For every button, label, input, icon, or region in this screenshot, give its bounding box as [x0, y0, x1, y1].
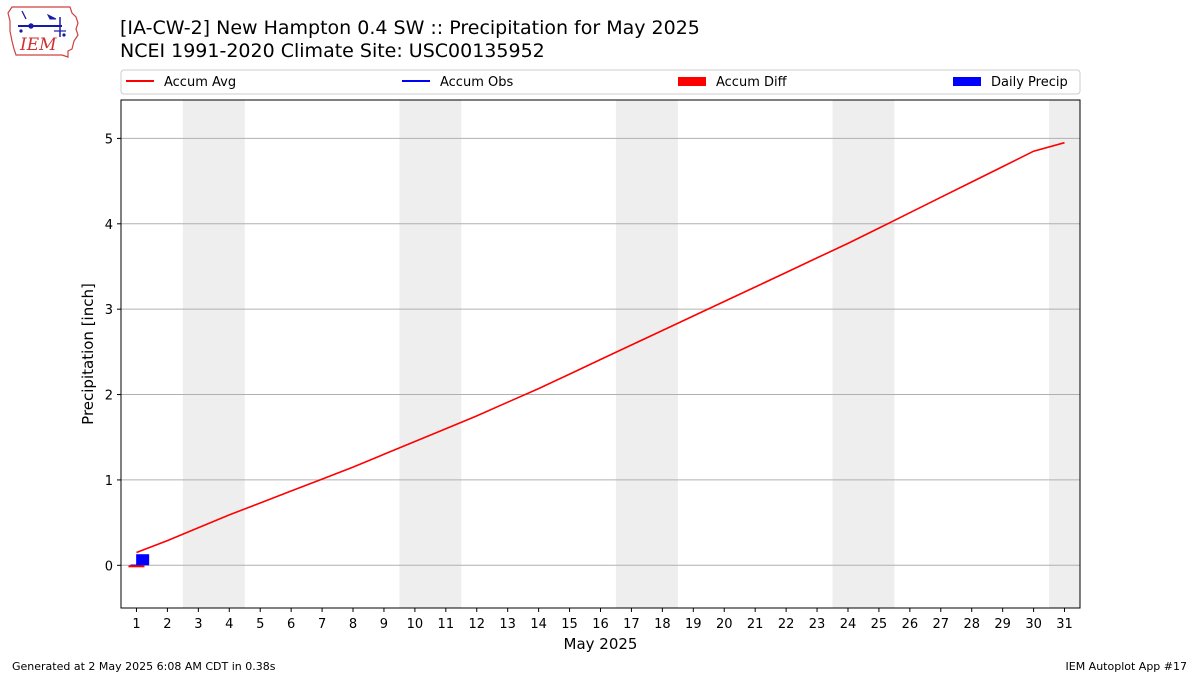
- weekend-shade: [615, 100, 678, 608]
- app-label: IEM Autoplot App #17: [1065, 660, 1188, 673]
- x-tick-label: 3: [194, 617, 202, 632]
- x-tick-label: 31: [1056, 617, 1073, 632]
- x-tick-label: 30: [1025, 617, 1042, 632]
- x-tick-label: 12: [468, 617, 485, 632]
- x-tick-label: 23: [809, 617, 826, 632]
- legend-item-daily-precip: Daily Precip: [953, 75, 1068, 90]
- x-tick-label: 16: [592, 617, 609, 632]
- generated-timestamp: Generated at 2 May 2025 6:08 AM CDT in 0…: [12, 660, 276, 673]
- x-tick-label: 20: [716, 617, 733, 632]
- plot-frame: [120, 99, 1081, 609]
- legend-patch-swatch: [953, 77, 981, 86]
- accum-diff-bar: [128, 565, 145, 568]
- x-tick-label: 7: [318, 617, 326, 632]
- y-axis-label: Precipitation [inch]: [79, 283, 97, 425]
- weekend-shade: [1049, 100, 1080, 608]
- x-tick-label: 18: [654, 617, 671, 632]
- x-tick-label: 24: [840, 617, 857, 632]
- chart-subtitle: NCEI 1991-2020 Climate Site: USC00135952: [120, 40, 545, 62]
- accum-avg-line: [136, 141, 1065, 554]
- x-tick-label: 15: [561, 617, 578, 632]
- iowa-state-outline: [7, 6, 79, 58]
- x-tick-label: 1: [132, 617, 140, 632]
- x-tick-label: 10: [407, 617, 424, 632]
- iem-logo-text: IEM: [19, 35, 57, 55]
- y-tick-label: 1: [105, 474, 113, 489]
- x-tick-label: 29: [994, 617, 1011, 632]
- legend-label: Accum Avg: [164, 75, 236, 90]
- legend-label: Accum Diff: [716, 75, 788, 90]
- daily-precip-bar: [136, 554, 150, 566]
- x-tick-label: 27: [933, 617, 950, 632]
- legend-item-accum-obs: Accum Obs: [402, 75, 513, 90]
- x-tick-label: 8: [349, 617, 357, 632]
- legend-label: Accum Obs: [440, 75, 513, 90]
- y-tick-label: 2: [105, 389, 113, 404]
- legend-label: Daily Precip: [991, 75, 1068, 90]
- y-tick-label: 4: [105, 218, 113, 233]
- legend-item-accum-avg: Accum Avg: [126, 75, 236, 90]
- x-axis-label: May 2025: [564, 635, 638, 653]
- x-tick-label: 9: [380, 617, 388, 632]
- x-tick-label: 25: [871, 617, 888, 632]
- y-tick-label: 5: [105, 132, 113, 147]
- x-tick-label: 6: [287, 617, 295, 632]
- x-tick-label: 22: [778, 617, 795, 632]
- legend: Accum Avg Accum Obs Accum Diff Daily Precip: [120, 69, 1081, 95]
- x-tick-label: 2: [163, 617, 171, 632]
- weekend-shade: [832, 100, 895, 608]
- weather-station-icon: [18, 10, 66, 37]
- y-tick-label: 3: [105, 303, 113, 318]
- x-tick-label: 13: [499, 617, 516, 632]
- x-tick-label: 4: [225, 617, 233, 632]
- x-tick-label: 5: [256, 617, 264, 632]
- x-tick-label: 17: [623, 617, 640, 632]
- x-tick-label: 21: [747, 617, 764, 632]
- weekend-shade: [399, 100, 462, 608]
- legend-patch-swatch: [678, 77, 706, 86]
- weekend-shade: [182, 100, 245, 608]
- x-tick-label: 14: [530, 617, 547, 632]
- legend-item-accum-diff: Accum Diff: [678, 75, 788, 90]
- x-tick-label: 19: [685, 617, 702, 632]
- iem-logo: IEM: [7, 6, 79, 58]
- x-tick-label: 28: [963, 617, 980, 632]
- y-tick-label: 0: [105, 559, 113, 574]
- chart-title: [IA-CW-2] New Hampton 0.4 SW :: Precipit…: [120, 17, 700, 39]
- x-tick-label: 11: [438, 617, 455, 632]
- x-tick-label: 26: [902, 617, 919, 632]
- legend-box: [120, 69, 1081, 95]
